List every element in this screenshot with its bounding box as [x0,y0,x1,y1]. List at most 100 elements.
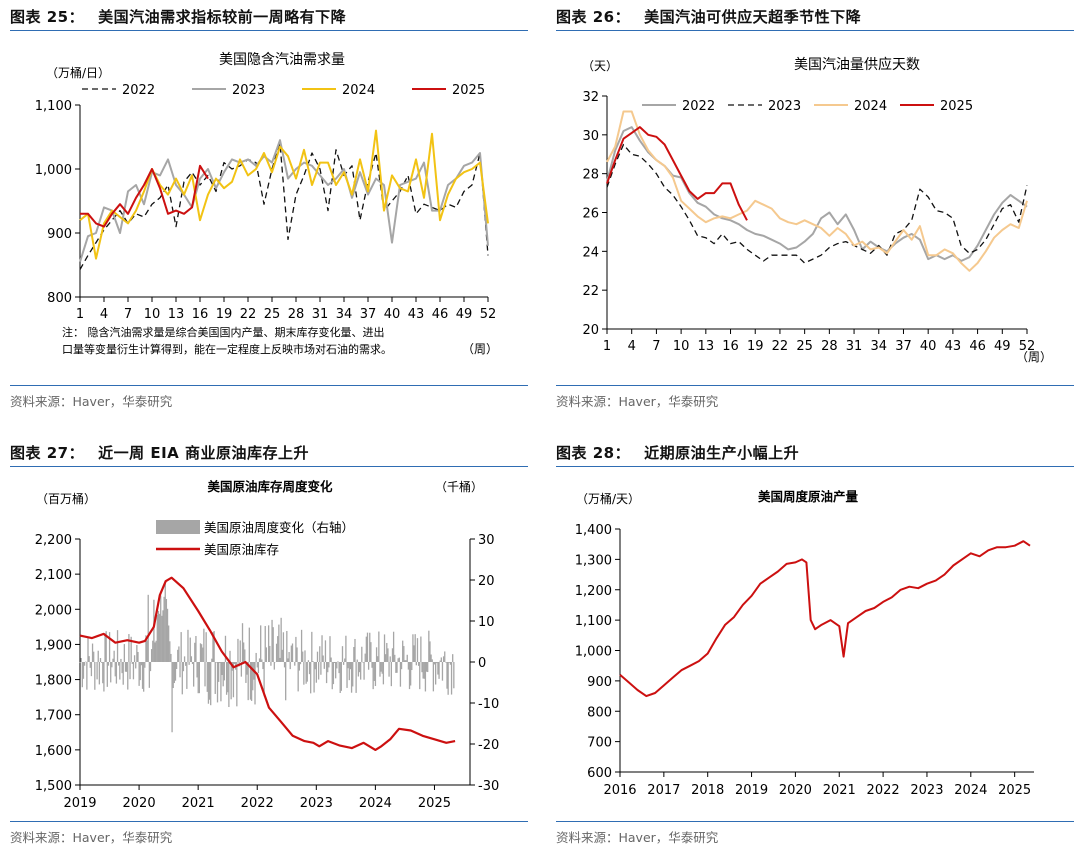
weekly-change-bar [82,662,83,687]
weekly-change-bar [342,646,343,662]
weekly-change-bar [432,659,433,662]
weekly-change-bar [362,662,363,663]
chart-crude-production: 美国周度原油产量（万桶/天）6007008009001,0001,1001,20… [546,467,1080,819]
y-tick-label-right: 10 [478,615,495,630]
y-tick-label: 1,300 [575,553,612,568]
weekly-change-bar [329,636,330,662]
y-tick-label: 1,100 [575,614,612,629]
weekly-change-bar [284,662,285,667]
x-axis-unit: （周） [462,342,498,356]
y-tick-label-left: 1,800 [35,674,72,689]
weekly-change-bar [223,662,224,686]
weekly-change-bar [426,662,427,672]
weekly-change-bar [386,643,387,662]
weekly-change-bar [300,662,301,664]
weekly-change-bar [336,662,337,668]
weekly-change-bar [349,662,350,680]
weekly-change-bar [387,648,388,662]
x-tick-label: 22 [772,339,789,354]
weekly-change-bar [90,662,91,668]
chart-crude-inventory: 美国原油库存周度变化（百万桶）（千桶）1,5001,6001,7001,8001… [0,467,534,819]
weekly-change-bar [358,662,359,676]
weekly-change-bar [359,662,360,672]
weekly-change-bar [135,662,136,668]
weekly-change-bar [88,656,89,662]
weekly-change-bar [410,662,411,686]
weekly-change-bar [333,662,334,684]
weekly-change-bar [290,662,291,669]
y-tick-label: 26 [582,207,599,222]
weekly-change-bar [288,652,289,662]
figure-title: 图表 26：美国汽油可供应天超季节性下降 [556,6,861,27]
weekly-change-bar [449,662,450,663]
weekly-change-bar [382,662,383,674]
weekly-change-bar [260,625,261,662]
weekly-change-bar [93,652,94,662]
divider [10,385,528,386]
weekly-change-bar [94,662,95,690]
weekly-change-bar [400,662,401,687]
y-tick-label-left: 2,100 [35,568,72,583]
weekly-change-bar [190,638,191,662]
weekly-change-bar [273,627,274,662]
weekly-change-bar [228,662,229,707]
weekly-change-bar [328,662,329,667]
x-tick-label: 2019 [735,783,768,798]
weekly-change-bar [166,599,167,662]
source-note: 资料来源：Haver，华泰研究 [556,827,718,846]
weekly-change-bar [452,654,453,662]
legend-label-2023: 2023 [232,83,265,98]
x-tick-label: 25 [264,307,281,322]
weekly-change-bar [96,662,97,679]
weekly-change-bar [327,662,328,672]
weekly-change-bar [186,662,187,689]
y-tick-label: 800 [47,291,72,306]
weekly-change-bar [99,662,100,684]
weekly-change-bar [137,652,138,662]
weekly-change-bar [376,647,377,662]
weekly-change-bar [79,662,80,663]
weekly-change-bar [170,654,171,662]
figure-title: 图表 27：近一周 EIA 商业原油库存上升 [10,442,309,463]
weekly-change-bar [278,625,279,662]
weekly-change-bar [325,640,326,662]
weekly-change-bar [319,646,320,662]
y-axis-unit-left: （百万桶） [36,491,96,506]
weekly-change-bar [388,662,389,677]
weekly-change-bar [118,662,119,666]
weekly-change-bar [151,649,152,662]
y-tick-label: 22 [582,284,599,299]
y-tick-label: 1,000 [35,163,72,178]
weekly-change-bar [357,660,358,662]
weekly-change-bar [378,632,379,662]
x-axis-unit: （周） [1016,350,1052,364]
weekly-change-bar [179,662,180,677]
weekly-change-bar [203,629,204,662]
weekly-change-bar [368,662,369,670]
weekly-change-bar [453,662,454,688]
weekly-change-bar [245,662,246,683]
weekly-change-bar [128,634,129,662]
weekly-change-bar [446,662,447,689]
y-tick-label-right: 20 [478,574,495,589]
weekly-change-bar [304,650,305,662]
legend-label-2025: 2025 [452,83,485,98]
y-tick-label: 1,100 [35,99,72,114]
weekly-change-bar [266,647,267,662]
weekly-change-bar [271,620,272,662]
weekly-change-bar [176,662,177,669]
x-tick-label: 37 [360,307,377,322]
weekly-change-bar [101,662,102,663]
weekly-change-bar [175,662,176,681]
series-line-2023 [607,145,1027,264]
weekly-change-bar [204,662,205,686]
chart-title: 美国原油库存周度变化 [207,479,333,494]
weekly-change-bar [352,662,353,686]
weekly-change-bar [83,662,84,679]
weekly-change-bar [162,610,163,662]
x-tick-label: 2017 [647,783,680,798]
x-tick-label: 2018 [691,783,724,798]
weekly-change-bar [115,662,116,676]
x-tick-label: 2021 [823,783,856,798]
x-tick-label: 34 [336,307,353,322]
